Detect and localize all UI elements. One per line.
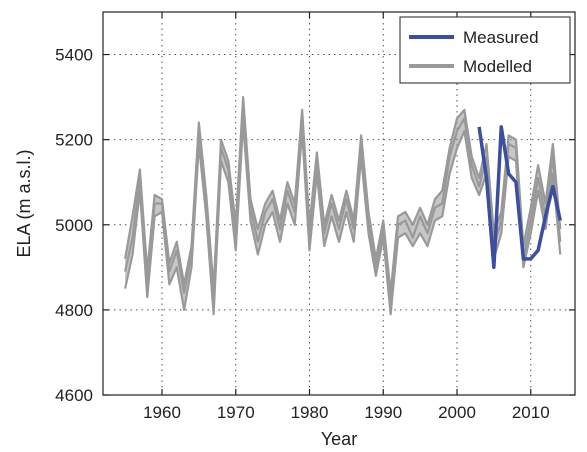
legend-label-measured: Measured xyxy=(463,28,539,47)
legend: Measured Modelled xyxy=(399,16,571,84)
y-ticks: 4600 4800 5000 5200 5400 xyxy=(55,46,575,405)
y-tick-label: 4800 xyxy=(55,301,93,320)
measured-series xyxy=(477,125,562,270)
y-tick-label: 5000 xyxy=(55,216,93,235)
y-tick-label: 5400 xyxy=(55,46,93,65)
x-tick-label: 1980 xyxy=(291,403,329,422)
x-tick-label: 1990 xyxy=(364,403,402,422)
measured-line xyxy=(477,125,562,270)
y-tick-label: 5200 xyxy=(55,131,93,150)
plot-frame xyxy=(102,11,576,396)
x-tick-label: 1970 xyxy=(217,403,255,422)
x-tick-label: 2010 xyxy=(512,403,550,422)
x-axis-label: Year xyxy=(321,429,357,449)
legend-label-modelled: Modelled xyxy=(463,57,532,76)
y-tick-label: 4600 xyxy=(55,386,93,405)
modelled-series xyxy=(124,96,562,316)
x-ticks: 1960 1970 1980 1990 2000 2010 xyxy=(143,12,550,422)
legend-box xyxy=(399,16,571,84)
x-tick-label: 2000 xyxy=(438,403,476,422)
y-axis-label: ELA (m a.s.l.) xyxy=(14,149,34,257)
x-tick-label: 1960 xyxy=(143,403,181,422)
grid-lines xyxy=(103,12,575,395)
